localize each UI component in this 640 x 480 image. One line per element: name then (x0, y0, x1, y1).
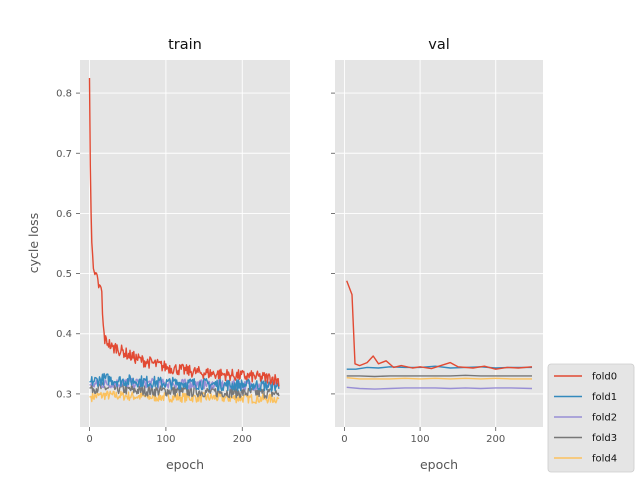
val-line-fold0 (346, 280, 533, 370)
x-tick-label: 100 (156, 434, 175, 445)
legend: fold0 fold1 fold2 fold3 fold4 (547, 363, 635, 473)
y-tick-label: 0.7 (56, 149, 72, 160)
train-panel-title: train (168, 37, 202, 53)
val-x-axis-label: epoch (420, 457, 458, 472)
y-tick-label: 0.6 (56, 209, 72, 220)
train-grid (80, 60, 290, 427)
y-tick-label: 0.5 (56, 269, 72, 280)
x-tick-label: 100 (411, 434, 430, 445)
val-line-fold3 (346, 374, 532, 378)
val-line-fold4 (346, 377, 532, 380)
val-line-fold1 (346, 365, 532, 370)
y-axis-label: cycle loss (26, 213, 41, 273)
val-ticks: 0 100 200 (331, 92, 505, 445)
train-x-axis-label: epoch (166, 457, 204, 472)
x-tick-label: 200 (233, 434, 252, 445)
val-panel-title: val (428, 37, 450, 53)
train-line-fold3 (89, 381, 280, 399)
train-plot-area (80, 60, 290, 427)
legend-label-fold0: fold0 (592, 372, 617, 383)
val-line-fold2 (346, 386, 533, 390)
val-lines (346, 280, 533, 390)
x-tick-label: 0 (341, 434, 347, 445)
x-tick-label: 0 (86, 434, 92, 445)
y-tick-label: 0.4 (56, 329, 72, 340)
legend-label-fold1: fold1 (592, 392, 617, 403)
x-tick-label: 200 (486, 434, 505, 445)
train-lines (88, 77, 280, 405)
legend-label-fold3: fold3 (592, 433, 617, 444)
train-ticks: 0.3 0.4 0.5 0.6 0.7 0.8 0 100 200 (56, 89, 252, 445)
legend-label-fold4: fold4 (592, 454, 617, 465)
legend-label-fold2: fold2 (592, 413, 617, 424)
val-grid (335, 60, 543, 427)
val-plot-area (335, 60, 543, 427)
y-tick-label: 0.3 (56, 389, 72, 400)
legend-box (547, 363, 635, 473)
train-line-fold0 (88, 77, 280, 387)
y-tick-label: 0.8 (56, 89, 72, 100)
train-line-fold1 (89, 372, 280, 392)
